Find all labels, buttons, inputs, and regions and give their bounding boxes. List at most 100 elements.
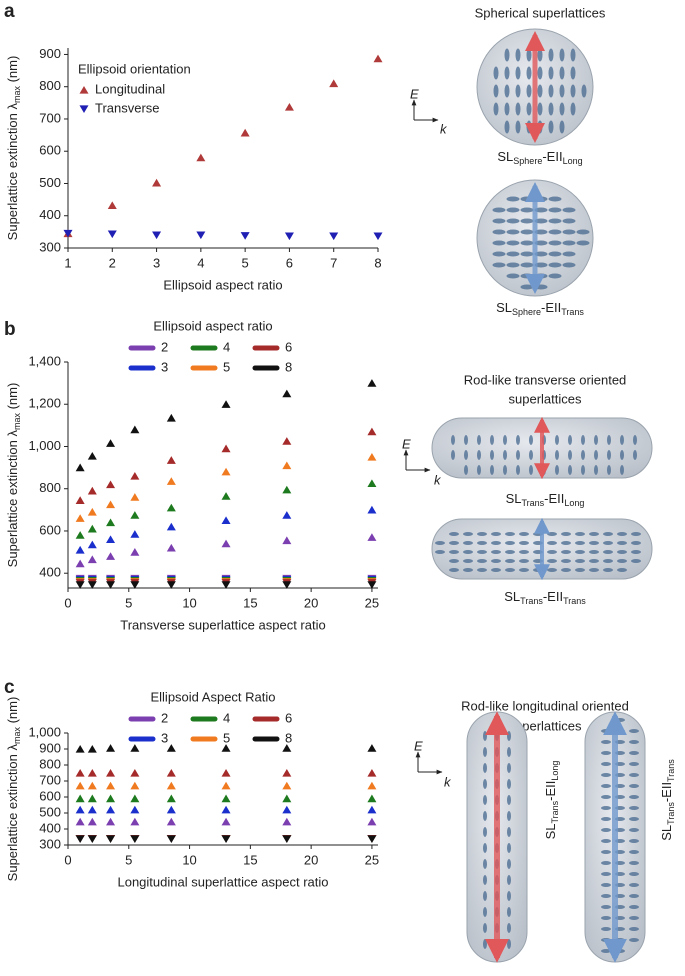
particle [506,229,520,235]
diagram-label: SLSphere-EIITrans [496,300,584,317]
particle [435,550,445,554]
particle [483,843,487,853]
x-tick-label: 5 [125,595,132,610]
x-tick-label: 0 [64,852,71,867]
x-axis-label: Ellipsoid aspect ratio [163,277,282,292]
particle [601,817,611,821]
marker [166,543,176,552]
marker [152,231,162,240]
particle [548,84,554,98]
particle [491,568,501,572]
particle [507,811,511,821]
particle [548,218,562,224]
particle [503,435,507,445]
marker [367,744,377,752]
particle [504,120,510,134]
particle [507,859,511,869]
marker [75,545,85,554]
legend-label: 8 [285,730,292,745]
marker [221,444,231,453]
marker [130,744,140,752]
y-axis-label-sub: max [12,413,22,431]
particle [629,872,639,876]
particle [507,939,511,949]
y-tick-label: 600 [39,788,61,803]
particle [575,550,585,554]
marker [106,518,116,527]
particle [504,48,510,62]
particle [548,120,554,134]
particle [520,284,534,290]
y-tick-label: 1,400 [28,353,61,368]
y-tick-label: 800 [39,78,61,93]
marker [282,581,292,589]
particle [503,465,507,475]
particle [562,262,576,268]
particle [589,568,599,572]
marker [221,768,231,777]
marker [166,835,176,843]
particle [548,229,562,235]
marker [106,535,116,544]
particle [603,559,613,563]
y-tick-label: 900 [39,46,61,61]
x-tick-label: 1 [64,255,71,270]
y-axis-label: Superlattice extinction λmax (nm) [5,697,22,882]
marker [106,805,116,814]
legend-label: 5 [223,730,230,745]
particle [492,240,506,246]
particle [449,559,459,563]
particle [631,532,641,536]
marker [282,744,292,752]
marker [106,500,116,509]
particle [507,795,511,805]
marker [107,230,117,239]
marker [106,781,116,790]
y-tick-label: 500 [39,804,61,819]
marker [367,479,377,488]
particle [477,559,487,563]
particle [589,541,599,545]
particle [601,795,611,799]
marker [221,516,231,525]
marker [329,232,339,241]
marker [367,805,377,814]
marker [166,768,176,777]
axis-k: k [444,774,452,789]
particle [519,541,529,545]
x-tick-label: 10 [182,595,196,610]
particle [548,48,554,62]
particle [629,905,639,909]
marker [282,805,292,814]
particle [520,251,534,257]
y-tick-label: 400 [39,820,61,835]
particle [629,839,639,843]
marker [166,581,176,589]
particle [617,559,627,563]
marker [367,781,377,790]
particle [464,450,468,460]
marker [106,552,116,560]
diagram-label: SLTrans-EIILong [506,491,585,508]
particle [568,435,572,445]
y-tick-label: 700 [39,772,61,787]
legend-title: Ellipsoid Aspect Ratio [150,689,275,704]
particle [520,218,534,224]
x-tick-label: 20 [304,852,318,867]
particle [561,532,571,536]
particle [561,568,571,572]
marker [75,559,85,568]
particle [548,240,562,246]
marker [221,835,231,843]
particle [629,828,639,832]
x-axis-label: Transverse superlattice aspect ratio [120,617,325,632]
marker [367,768,377,777]
diagram-label: SLTrans-EIITrans [659,759,676,841]
particle [537,48,543,62]
particle [601,784,611,788]
particle [601,729,611,733]
particle [504,66,510,80]
marker [282,536,292,545]
marker [75,794,85,803]
marker [284,102,294,111]
